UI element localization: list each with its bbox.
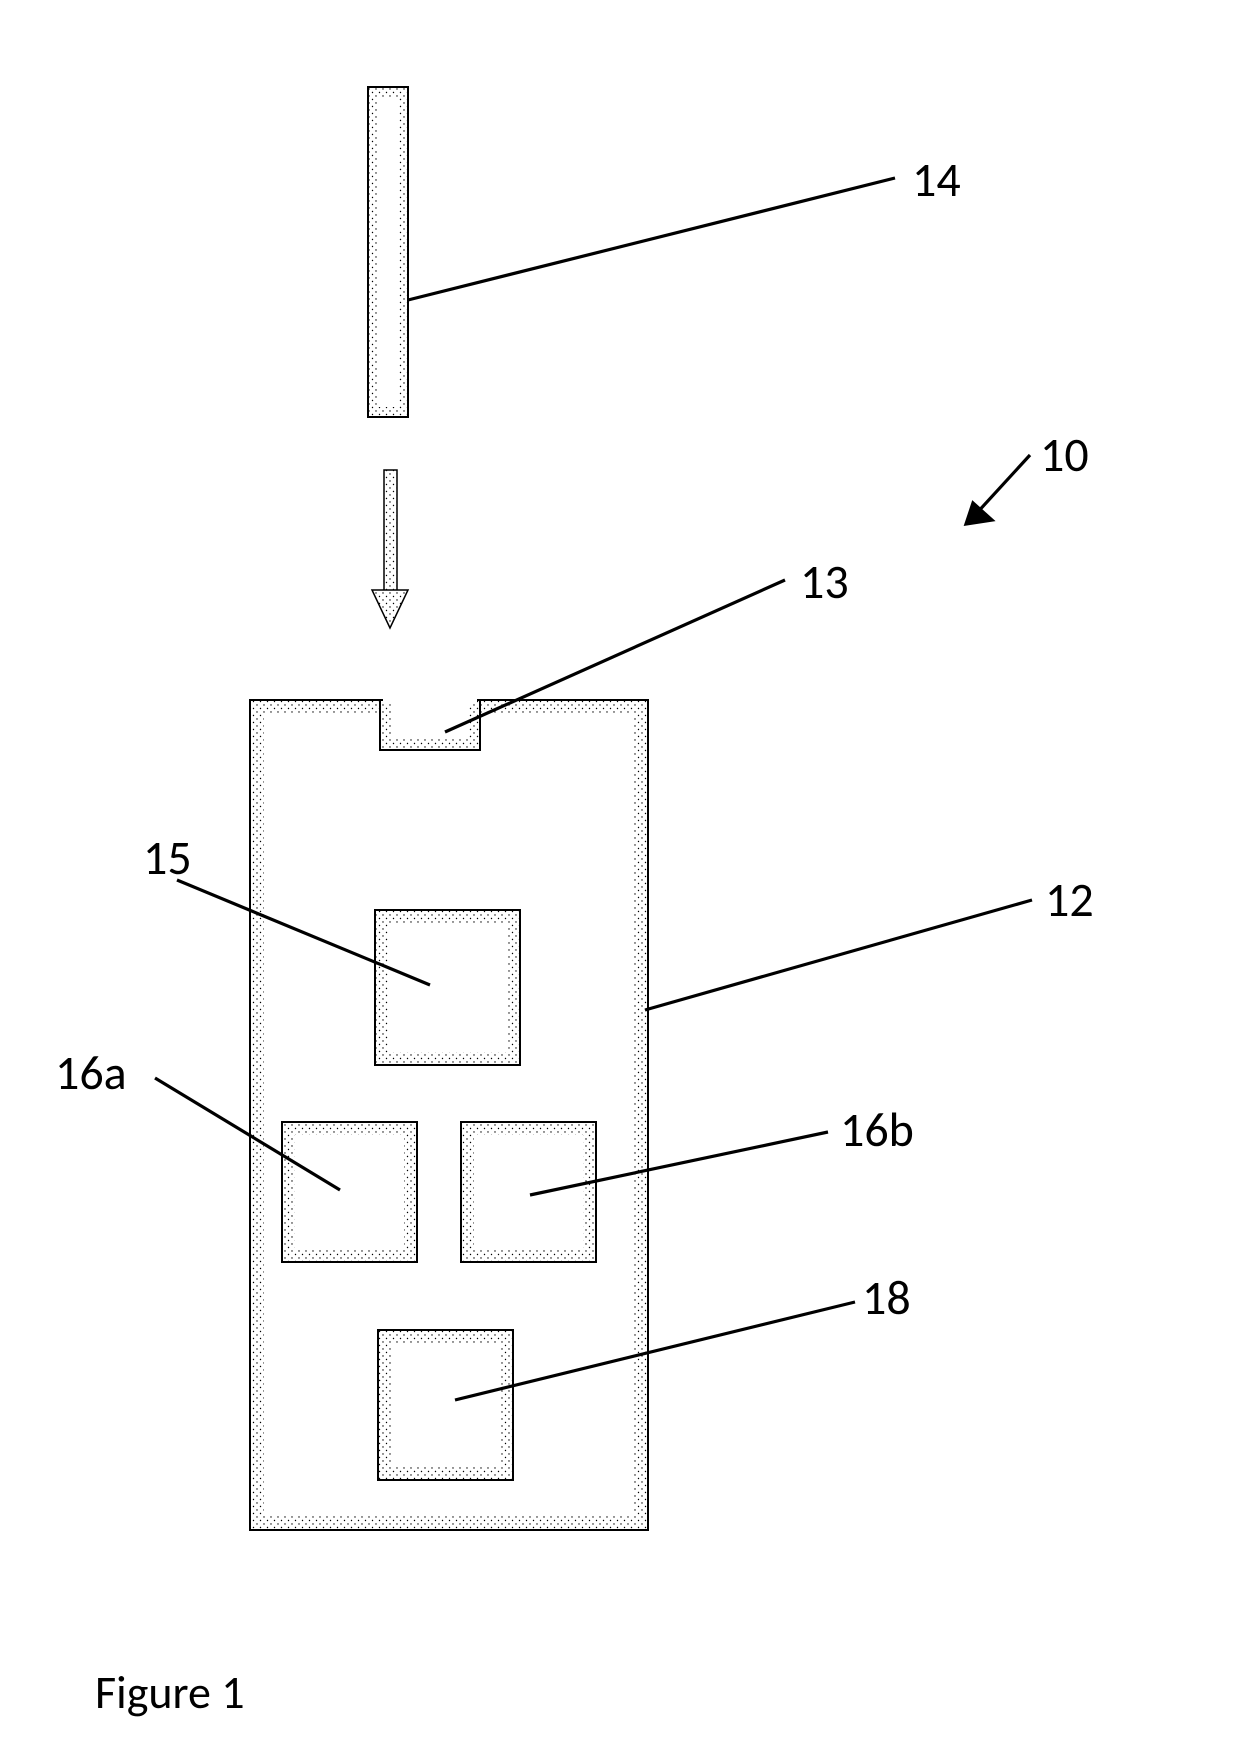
figure-caption: Figure 1 [95,1665,245,1721]
label-15: 15 [143,828,192,887]
leader-12 [645,900,1032,1010]
label-13: 13 [800,552,849,611]
label-16a: 16a [55,1043,127,1102]
label-14: 14 [912,150,961,209]
down-arrow [372,470,408,628]
hatched-shapes [250,87,648,1530]
label-18: 18 [862,1268,911,1327]
ref-10-arrow [966,455,1030,524]
label-16b: 16b [840,1100,914,1159]
figure-1-page: 14 10 13 15 12 16a 16b 18 Figure 1 [0,0,1240,1749]
label-12: 12 [1045,870,1094,929]
label-10: 10 [1040,425,1089,484]
leader-14 [408,178,895,300]
